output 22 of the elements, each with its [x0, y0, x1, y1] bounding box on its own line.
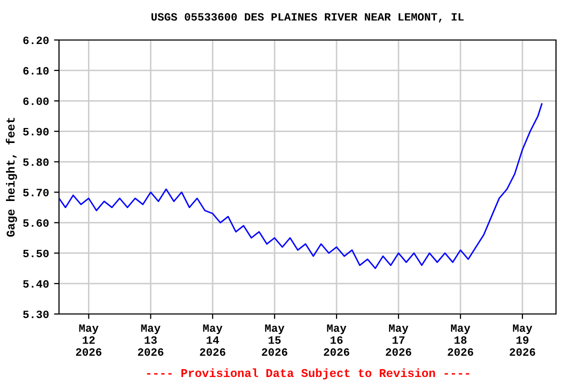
- y-tick-label: 5.40: [23, 280, 49, 288]
- y-tick-label: 5.80: [23, 158, 49, 166]
- y-tick-label: 5.90: [23, 128, 49, 136]
- y-tick-label: 6.20: [23, 36, 49, 44]
- y-tick-label: 6.10: [23, 67, 49, 75]
- x-tick-label: May 18 2026: [448, 324, 474, 356]
- x-tick-label: May 14 2026: [200, 324, 226, 356]
- x-tick-label: May 12 2026: [76, 324, 102, 356]
- y-tick-label: 6.00: [23, 97, 49, 106]
- x-tick-label: May 17 2026: [386, 324, 412, 356]
- y-tick-label: 5.60: [23, 219, 49, 227]
- y-tick-label: 5.50: [23, 250, 49, 258]
- y-axis-title: Gage height, feet: [6, 118, 18, 237]
- x-tick-label: May 15 2026: [262, 324, 288, 356]
- text: ---- Provisional Data Subject to Revision ----: [147, 368, 470, 380]
- line-series: [59, 103, 542, 270]
- x-tick-label: May 19 2026: [510, 324, 536, 356]
- x-tick-label: May 16 2026: [324, 324, 350, 356]
- x-tick-label: May 13 2026: [138, 324, 164, 356]
- y-tick-label: 5.30: [23, 310, 49, 318]
- y-tick-label: 5.70: [23, 188, 49, 196]
- chart-title: USGS 05533600 DES PLAINES RIVER NEAR LEMONT, IL: [151, 13, 464, 23]
